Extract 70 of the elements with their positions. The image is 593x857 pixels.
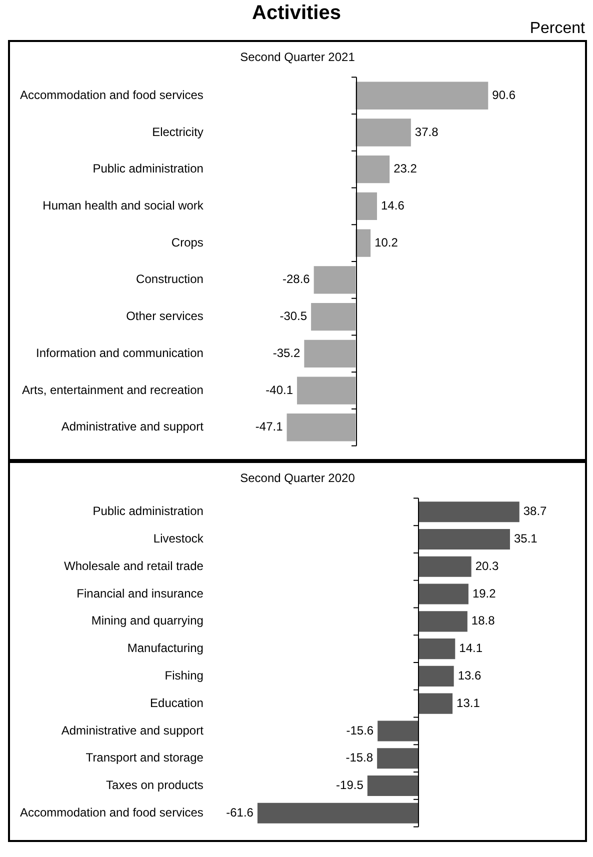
- y-tick-label: Accommodation and food services: [20, 805, 204, 820]
- y-tick-label: Fishing: [164, 668, 204, 683]
- data-label: 90.6: [492, 88, 516, 102]
- data-label: -15.6: [346, 723, 374, 738]
- y-tick-label: Electricity: [152, 124, 204, 139]
- y-tick-label: Mining and quarrying: [91, 614, 204, 628]
- y-tick-label: Manufacturing: [127, 641, 204, 656]
- chart-title: Second Quarter 2020: [239, 470, 356, 485]
- data-label: -19.5: [336, 778, 364, 792]
- data-label: 38.7: [523, 504, 548, 518]
- y-tick-label: Human health and social work: [42, 198, 204, 213]
- bar: [356, 192, 378, 220]
- y-tick-label: Crops: [171, 235, 204, 250]
- bar: [418, 502, 520, 522]
- chart-title: Second Quarter 2021: [239, 49, 356, 64]
- data-label: 13.1: [456, 696, 480, 710]
- data-label: -61.6: [226, 805, 254, 820]
- bar: [286, 414, 356, 442]
- bar: [311, 302, 356, 331]
- bar: [418, 693, 453, 714]
- y-tick-label: Information and communication: [36, 346, 204, 360]
- data-label: 18.8: [471, 614, 496, 628]
- data-label: 23.2: [394, 162, 418, 176]
- data-label: 19.2: [472, 586, 496, 600]
- y-tick-label: Arts, entertainment and recreation: [22, 382, 204, 397]
- y-tick-label: Public administration: [92, 162, 204, 176]
- text: Activities: [252, 2, 341, 24]
- bar: [418, 638, 456, 660]
- bar: [418, 529, 510, 550]
- bar: [257, 802, 418, 824]
- bar: [418, 556, 472, 577]
- data-label: -40.1: [266, 382, 294, 397]
- bar: [418, 584, 468, 604]
- data-label: 14.1: [459, 641, 483, 656]
- bar: [314, 266, 356, 294]
- data-label: 14.6: [381, 198, 405, 213]
- bar: [377, 748, 418, 769]
- data-label: -30.5: [280, 309, 308, 324]
- y-tick-label: Financial and insurance: [76, 586, 204, 600]
- data-label: 35.1: [514, 532, 538, 546]
- data-label: 10.2: [374, 235, 398, 250]
- data-label: 20.3: [475, 558, 500, 573]
- bar: [356, 82, 488, 110]
- bar: [418, 666, 454, 686]
- y-tick-label: Administrative and support: [61, 420, 204, 434]
- bar: [378, 720, 418, 742]
- y-tick-label: Education: [150, 696, 204, 710]
- bar: [356, 229, 371, 257]
- bar: [356, 118, 411, 146]
- y-tick-label: Public administration: [92, 504, 204, 518]
- y-tick-label: Wholesale and retail trade: [64, 558, 204, 573]
- bar: [356, 156, 390, 184]
- data-label: 13.6: [458, 668, 482, 683]
- y-tick-label: Construction: [136, 272, 204, 286]
- y-tick-label: Taxes on products: [106, 778, 204, 792]
- bar: [367, 775, 418, 796]
- text: Percent: [530, 20, 585, 38]
- data-label: 37.8: [414, 124, 439, 139]
- y-tick-label: Livestock: [153, 532, 204, 546]
- y-tick-label: Transport and storage: [86, 750, 204, 765]
- data-label: -28.6: [282, 272, 310, 286]
- data-label: -47.1: [255, 420, 284, 434]
- bar: [304, 340, 356, 368]
- y-tick-label: Accommodation and food services: [20, 88, 204, 102]
- y-tick-label: Administrative and support: [61, 723, 204, 738]
- y-tick-label: Other services: [126, 309, 204, 324]
- bar: [418, 611, 468, 632]
- data-label: -35.2: [272, 346, 300, 360]
- data-label: -15.8: [346, 750, 374, 765]
- bar: [297, 376, 356, 404]
